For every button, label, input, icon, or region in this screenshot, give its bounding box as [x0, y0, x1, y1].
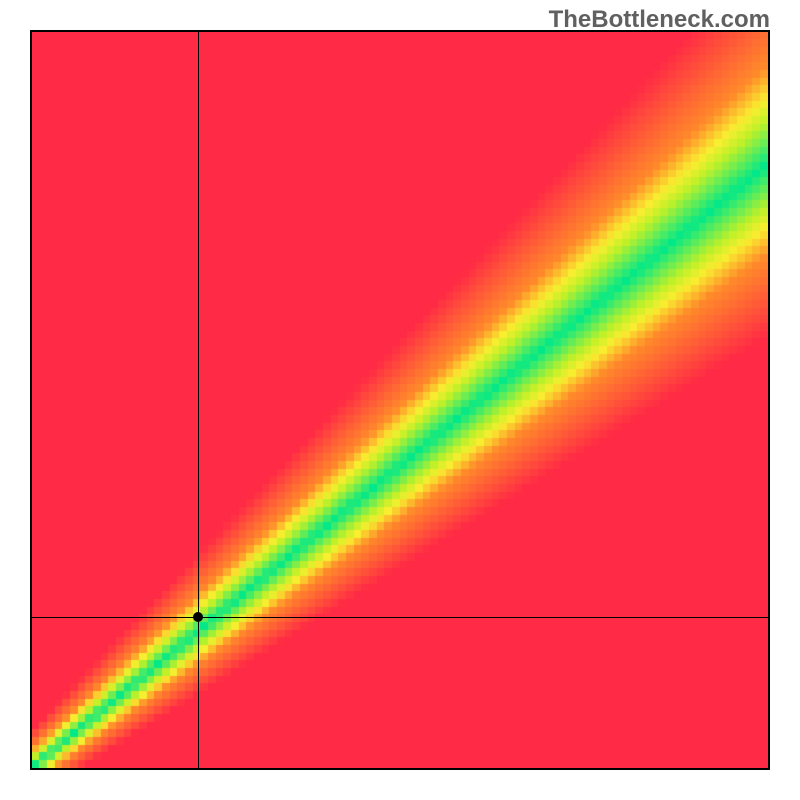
- crosshair-horizontal: [32, 617, 768, 618]
- bottleneck-heatmap: [32, 32, 768, 768]
- watermark-text: TheBottleneck.com: [549, 6, 770, 34]
- crosshair-vertical: [198, 32, 199, 768]
- crosshair-marker: [193, 612, 203, 622]
- chart-frame: [30, 30, 770, 770]
